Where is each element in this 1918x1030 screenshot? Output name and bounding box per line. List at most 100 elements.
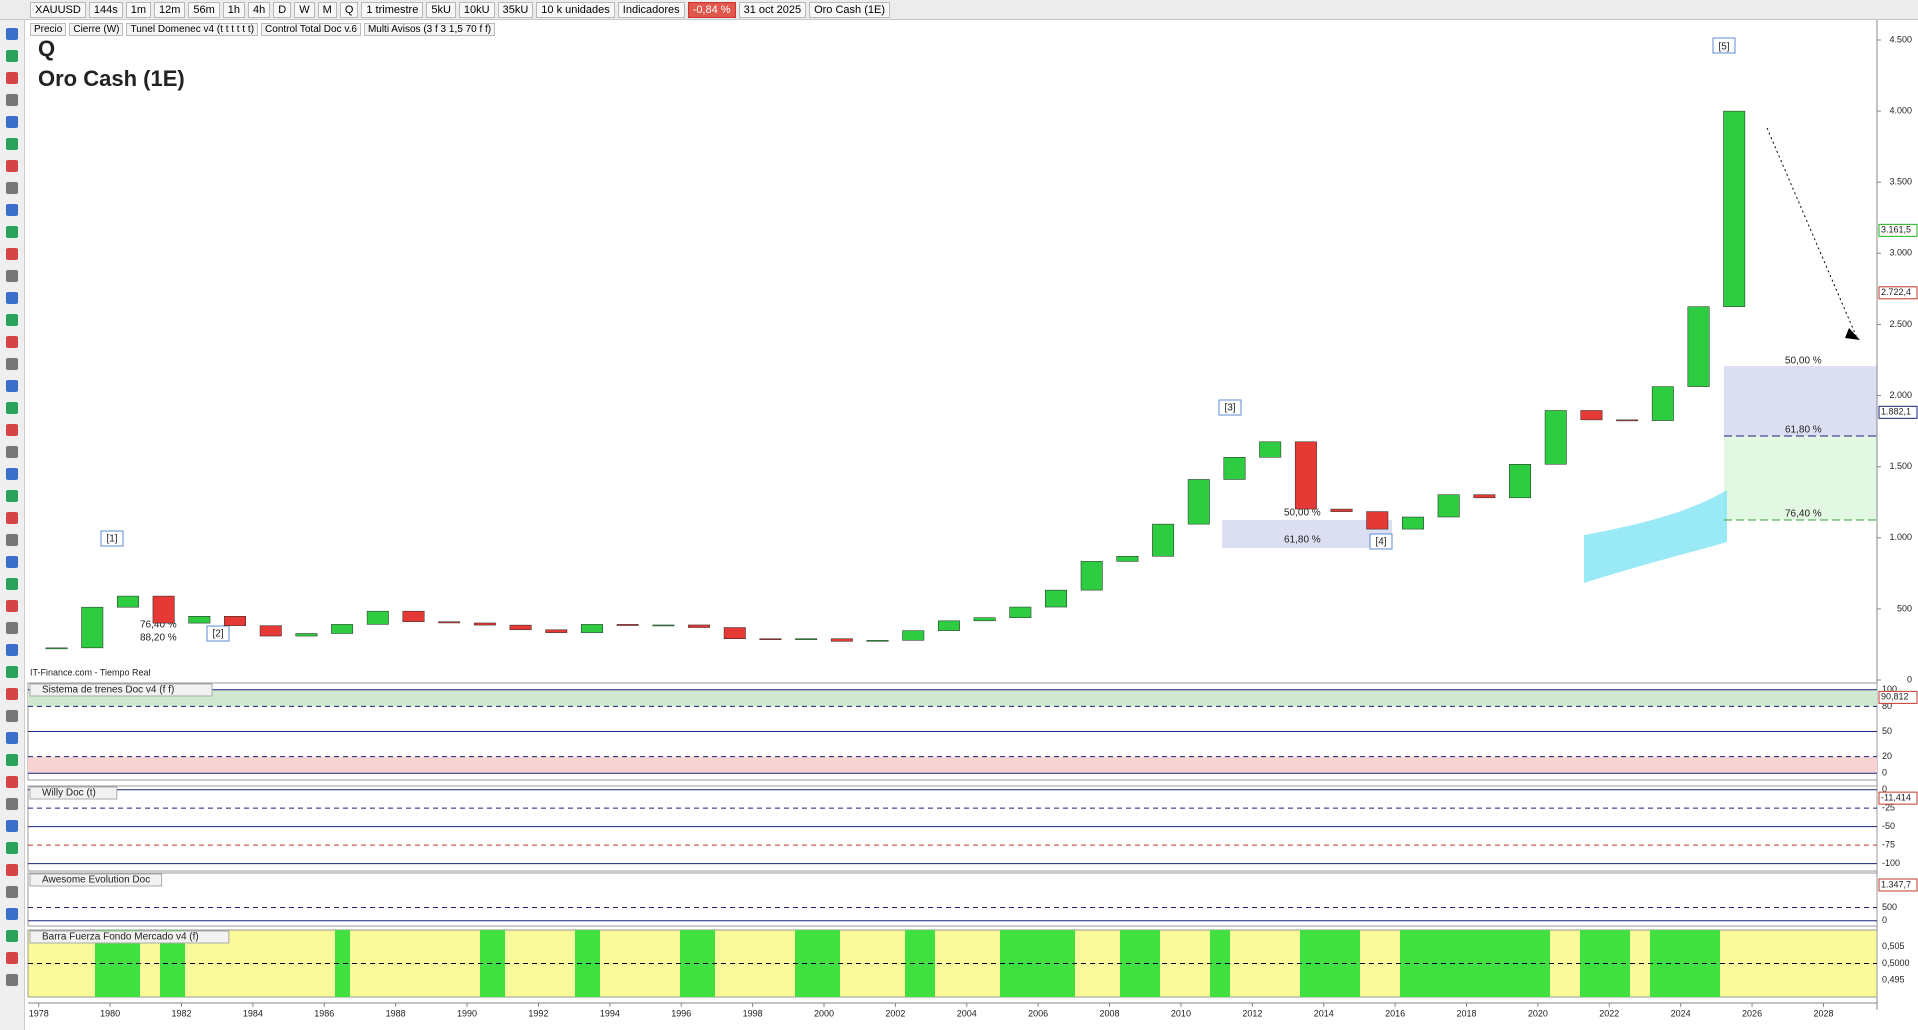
x-tick-label: 1984 (243, 1008, 263, 1018)
toolbar-button[interactable]: D (273, 1, 292, 18)
toolbar-button[interactable]: 35kU (497, 1, 534, 18)
toolbar-button[interactable]: 31 oct 2025 (738, 1, 807, 18)
candle (1580, 410, 1603, 421)
fib-labels: 76,40 % 88,20 % 50,00 % 61,80 % 50,00 % … (140, 356, 1822, 644)
y-tick-label: 3.500 (1889, 177, 1912, 187)
tool-icon[interactable] (6, 842, 18, 854)
candle (1544, 410, 1567, 465)
tool-icon[interactable] (6, 380, 18, 392)
tool-icon[interactable] (6, 776, 18, 788)
tool-icon[interactable] (6, 490, 18, 502)
x-tick-label: 1996 (671, 1008, 691, 1018)
toolbar-button[interactable]: -0,84 % (687, 1, 736, 18)
tool-icon[interactable] (6, 204, 18, 216)
tool-icon[interactable] (6, 556, 18, 568)
toolbar-button[interactable]: W (294, 1, 315, 18)
overbought-band (28, 689, 1877, 707)
strength-bar (1400, 930, 1550, 997)
tool-icon[interactable] (6, 732, 18, 744)
candle (188, 616, 211, 624)
tool-icon[interactable] (6, 908, 18, 920)
x-tick-label: 1988 (386, 1008, 406, 1018)
candle (1080, 561, 1103, 591)
tool-icon[interactable] (6, 534, 18, 546)
toolbar-button[interactable]: 56m (188, 1, 220, 18)
toolbar-button[interactable]: Q (339, 1, 359, 18)
tool-icon[interactable] (6, 710, 18, 722)
tool-icon[interactable] (6, 820, 18, 832)
tool-icon[interactable] (6, 798, 18, 810)
fib-label: 61,80 % (1785, 425, 1822, 436)
tool-icon[interactable] (6, 930, 18, 942)
candle (581, 624, 603, 633)
candle (795, 638, 818, 641)
tool-icon[interactable] (6, 578, 18, 590)
candle (866, 640, 889, 642)
tool-icon[interactable] (6, 314, 18, 326)
candle (224, 616, 246, 626)
tool-icon[interactable] (6, 182, 18, 194)
tool-icon[interactable] (6, 226, 18, 238)
tool-icon[interactable] (6, 50, 18, 62)
legend-item[interactable]: Precio (30, 22, 67, 36)
tool-icon[interactable] (6, 512, 18, 524)
toolbar-button[interactable]: M (317, 1, 337, 18)
tool-icon[interactable] (6, 358, 18, 370)
tool-icon[interactable] (6, 644, 18, 656)
toolbar-button[interactable]: 1m (125, 1, 151, 18)
tool-icon[interactable] (6, 270, 18, 282)
tool-icon[interactable] (6, 72, 18, 84)
tool-icon[interactable] (6, 688, 18, 700)
toolbar-button[interactable]: 10 k unidades (536, 1, 615, 18)
legend-item[interactable]: Cierre (W) (69, 22, 124, 36)
tool-icon[interactable] (6, 336, 18, 348)
legend-item[interactable]: Multi Avisos (3 f 3 1,5 70 f f) (363, 22, 496, 36)
tool-icon[interactable] (6, 446, 18, 458)
tool-icon[interactable] (6, 116, 18, 128)
toolbar-button[interactable]: 1h (222, 1, 246, 18)
tool-icon[interactable] (6, 94, 18, 106)
toolbar-button[interactable]: 12m (153, 1, 186, 18)
tool-icon[interactable] (6, 622, 18, 634)
tool-icon[interactable] (6, 248, 18, 260)
tool-icon[interactable] (6, 424, 18, 436)
indicator-title: Sistema de trenes Doc v4 (f f) (42, 685, 174, 696)
tool-icon[interactable] (6, 138, 18, 150)
legend-item[interactable]: Control Total Doc v.6 (261, 22, 361, 36)
fib-zone (1222, 520, 1392, 548)
tool-icon[interactable] (6, 952, 18, 964)
indicator-marker-box (1878, 878, 1918, 892)
tool-icon[interactable] (6, 468, 18, 480)
indicator-marker: 90,812 (1881, 692, 1909, 702)
toolbar-button[interactable]: XAUUSD (30, 1, 86, 18)
tool-icon[interactable] (6, 600, 18, 612)
toolbar-button[interactable]: 144s (88, 1, 123, 18)
toolbar-button[interactable]: Indicadores (617, 1, 685, 18)
candle (1473, 494, 1496, 499)
candle (402, 610, 425, 622)
tool-icon[interactable] (6, 886, 18, 898)
toolbar-button[interactable]: Oro Cash (1E) (809, 1, 890, 18)
wave-label: [2] (212, 629, 223, 640)
oversold-band (28, 756, 1877, 774)
candle (509, 624, 532, 631)
tool-icon[interactable] (6, 666, 18, 678)
strength-bar (335, 930, 350, 997)
toolbar-button[interactable]: 1 trimestre (361, 1, 424, 18)
tool-icon[interactable] (6, 864, 18, 876)
toolbar-button[interactable]: 4h (248, 1, 271, 18)
tool-icon[interactable] (6, 292, 18, 304)
tool-icon[interactable] (6, 402, 18, 414)
x-tick-label: 1992 (528, 1008, 548, 1018)
tool-icon[interactable] (6, 974, 18, 986)
candle (295, 633, 318, 637)
toolbar-button[interactable]: 5kU (426, 1, 456, 18)
tool-icon[interactable] (6, 160, 18, 172)
tool-icon[interactable] (6, 754, 18, 766)
price-tag: 1.882,1 (1881, 407, 1911, 417)
toolbar-button[interactable]: 10kU (458, 1, 495, 18)
candle (259, 625, 282, 637)
tool-icon[interactable] (6, 28, 18, 40)
legend-item[interactable]: Tunel Domenec v4 (t t t t t t) (126, 22, 259, 36)
